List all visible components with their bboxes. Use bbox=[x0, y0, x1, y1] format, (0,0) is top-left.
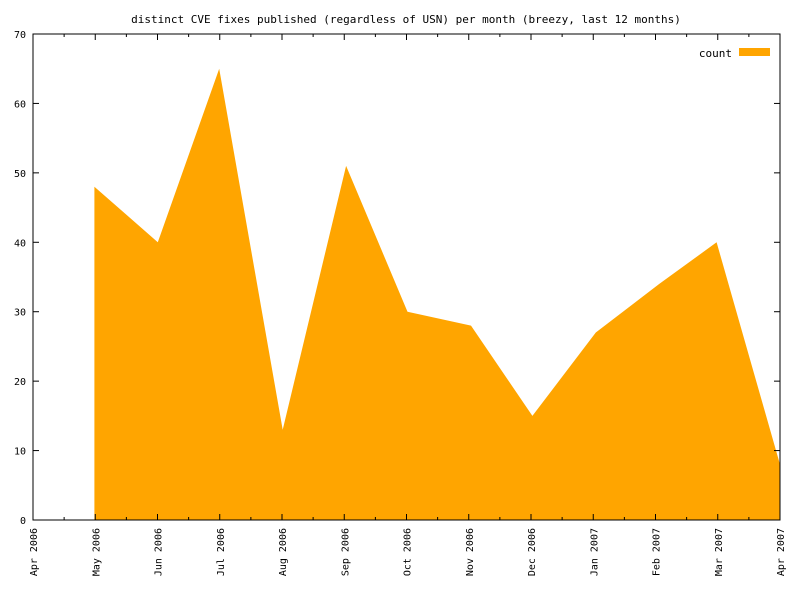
chart-title: distinct CVE fixes published (regardless… bbox=[131, 13, 681, 26]
x-tick-label: Jan 2007 bbox=[589, 528, 600, 576]
x-tick-label: Jun 2006 bbox=[154, 528, 165, 576]
area-series-count bbox=[94, 68, 780, 520]
x-tick-label: May 2006 bbox=[91, 528, 102, 576]
x-tick-label: Apr 2007 bbox=[776, 528, 787, 576]
x-tick-label: Jul 2006 bbox=[216, 528, 227, 576]
y-tick-label: 20 bbox=[14, 377, 26, 388]
y-tick-label: 60 bbox=[14, 99, 26, 110]
x-tick-label: Sep 2006 bbox=[340, 528, 351, 576]
y-tick-label: 50 bbox=[14, 169, 26, 180]
y-tick-label: 40 bbox=[14, 238, 26, 249]
legend: count bbox=[699, 47, 770, 60]
x-tick-label: Oct 2006 bbox=[403, 528, 414, 576]
legend-label-count: count bbox=[699, 47, 732, 60]
y-tick-label: 70 bbox=[14, 30, 26, 41]
x-tick-label: Feb 2007 bbox=[652, 528, 663, 576]
y-tick-label: 0 bbox=[20, 516, 26, 527]
x-tick-label: Apr 2006 bbox=[29, 528, 40, 576]
x-tick-label: Nov 2006 bbox=[465, 528, 476, 576]
y-tick-label: 30 bbox=[14, 308, 26, 319]
area-layer bbox=[94, 68, 780, 520]
x-tick-label: Mar 2007 bbox=[714, 528, 725, 576]
legend-swatch-count bbox=[739, 48, 770, 56]
x-tick-label: Aug 2006 bbox=[278, 528, 289, 576]
x-tick-label: Dec 2006 bbox=[527, 528, 538, 576]
y-tick-label: 10 bbox=[14, 447, 26, 458]
axes-layer: 0 10 20 30 40 50 60 70 Apr 2006 May 2006 Jun 2006 J… bbox=[14, 30, 787, 576]
